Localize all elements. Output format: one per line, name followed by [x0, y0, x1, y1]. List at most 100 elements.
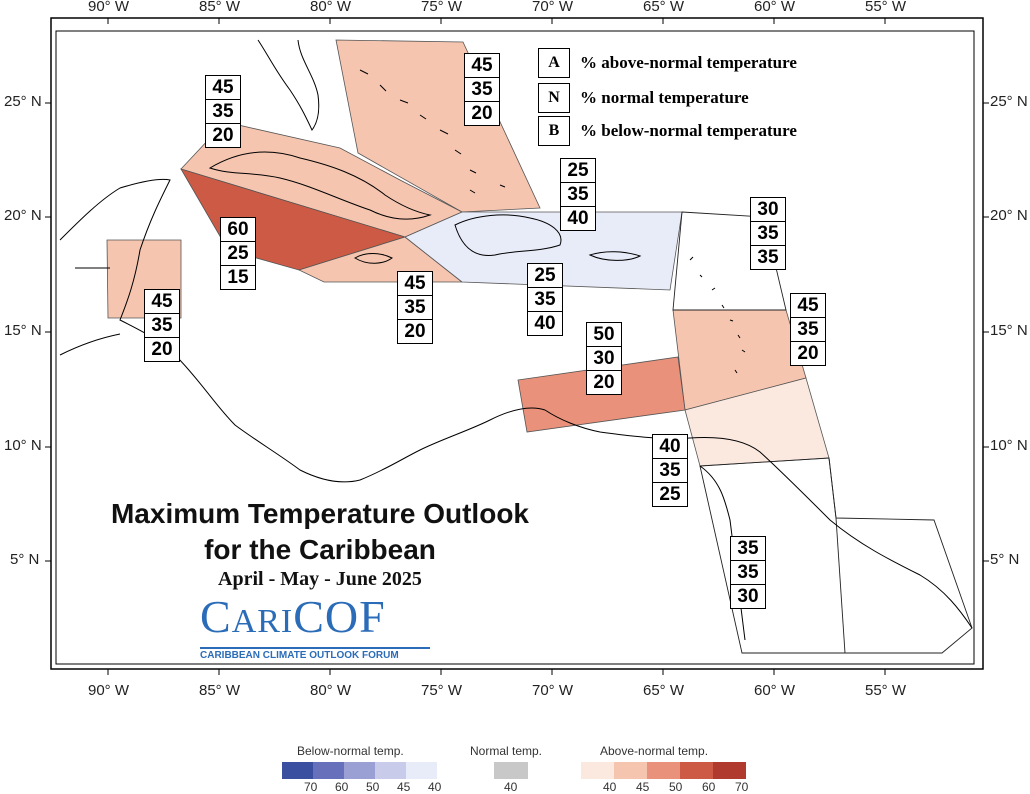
prob-below: 20	[151, 339, 173, 360]
prob-below: 20	[471, 103, 493, 124]
lon-label-bottom: 65° W	[643, 682, 685, 699]
prob-above: 45	[206, 76, 240, 100]
key-text: % normal temperature	[580, 88, 749, 107]
scale-swatch	[375, 762, 406, 779]
scale-swatch	[581, 762, 614, 779]
scale-swatch	[406, 762, 437, 779]
prob-below: 40	[534, 313, 556, 334]
scale-value: 40	[504, 780, 518, 794]
prob-box-guianas: 35 35 30	[730, 536, 766, 609]
lon-label-bottom: 55° W	[865, 682, 907, 699]
prob-box-trinidad: 40 35 25	[652, 434, 688, 507]
latitude-ticks	[45, 102, 989, 562]
prob-below: 40	[567, 208, 589, 229]
lon-label-top: 60° W	[754, 0, 796, 15]
lon-label-bottom: 75° W	[421, 682, 463, 699]
lat-label-right: 25° N	[990, 93, 1028, 110]
prob-below: 35	[757, 247, 779, 268]
scale-value: 70	[735, 780, 749, 794]
region-northern-leeward-outline	[672, 211, 787, 311]
lon-label-top: 80° W	[310, 0, 352, 15]
prob-box-belize: 45 35 20	[144, 289, 180, 362]
lat-label-right: 15° N	[990, 322, 1028, 339]
lon-label-top: 75° W	[421, 0, 463, 15]
prob-box-jamaica: 45 35 20	[397, 271, 433, 344]
prob-below: 30	[737, 586, 759, 607]
logo-rule	[200, 647, 430, 649]
prob-normal: 35	[145, 314, 179, 338]
key-letter: B	[538, 116, 570, 146]
lat-label-left: 25° N	[4, 93, 42, 110]
scale-value: 70	[304, 780, 318, 794]
prob-box-cuba: 45 35 20	[205, 75, 241, 148]
prob-below: 25	[659, 484, 681, 505]
prob-below: 20	[593, 372, 615, 393]
prob-above: 45	[465, 54, 499, 78]
lat-label-left: 10° N	[4, 437, 42, 454]
key-text: % below-normal temperature	[580, 121, 797, 140]
lat-label-left: 20° N	[4, 207, 42, 224]
scale-below-label: Below-normal temp.	[297, 744, 404, 758]
longitude-ticks	[107, 18, 886, 675]
scale-swatch	[313, 762, 344, 779]
scale-value: 45	[397, 780, 411, 794]
scale-swatch	[614, 762, 647, 779]
lon-label-top: 85° W	[199, 0, 241, 15]
prob-normal: 35	[465, 78, 499, 102]
prob-normal: 35	[206, 100, 240, 124]
lon-label-bottom: 80° W	[310, 682, 352, 699]
map-title-line2: for the Caribbean	[204, 534, 436, 565]
lon-label-bottom: 60° W	[754, 682, 796, 699]
prob-normal: 25	[221, 242, 255, 266]
lon-label-bottom: 70° W	[532, 682, 574, 699]
map-title-line1: Maximum Temperature Outlook	[60, 498, 580, 530]
prob-box-abc: 50 30 20	[586, 322, 622, 395]
scale-value: 45	[636, 780, 650, 794]
prob-below: 15	[227, 267, 249, 288]
prob-above: 60	[221, 218, 255, 242]
lat-label-right: 5° N	[990, 551, 1020, 568]
prob-below: 20	[404, 321, 426, 342]
scale-swatch	[680, 762, 713, 779]
key-row-below: B % below-normal temperature	[538, 116, 797, 146]
lon-label-bottom: 90° W	[88, 682, 130, 699]
prob-box-turks-caicos: 25 35 40	[560, 158, 596, 231]
prob-above: 40	[653, 435, 687, 459]
prob-normal: 35	[751, 222, 785, 246]
prob-box-windward: 45 35 20	[790, 293, 826, 366]
lat-label-left: 5° N	[10, 551, 40, 568]
lon-label-top: 70° W	[532, 0, 574, 15]
prob-above: 35	[731, 537, 765, 561]
scale-normal-label: Normal temp.	[470, 744, 543, 758]
scale-value: 60	[335, 780, 349, 794]
map-period: April - May - June 2025	[218, 568, 422, 590]
lat-label-left: 15° N	[4, 322, 42, 339]
logo-wordmark: CARICOF	[200, 591, 386, 642]
region-hispaniola	[404, 211, 683, 291]
key-row-above: A % above-normal temperature	[538, 48, 797, 78]
scale-above-label: Above-normal temp.	[600, 744, 709, 758]
prob-normal: 35	[528, 288, 562, 312]
prob-normal: 35	[398, 296, 432, 320]
prob-normal: 35	[561, 183, 595, 207]
prob-above: 25	[528, 264, 562, 288]
region-bahamas	[335, 39, 541, 213]
prob-box-hispaniola: 25 35 40	[527, 263, 563, 336]
prob-normal: 35	[731, 561, 765, 585]
scale-swatch	[713, 762, 746, 779]
prob-above: 50	[587, 323, 621, 347]
prob-above: 45	[398, 272, 432, 296]
scale-swatch	[282, 762, 313, 779]
scale-swatch	[344, 762, 375, 779]
caricof-logo: CARICOF CARIBBEAN CLIMATE OUTLOOK FORUM	[200, 594, 430, 661]
prob-above: 45	[145, 290, 179, 314]
scale-value: 50	[366, 780, 380, 794]
lat-label-right: 10° N	[990, 437, 1028, 454]
prob-normal: 30	[587, 347, 621, 371]
prob-above: 30	[751, 198, 785, 222]
scale-value: 60	[702, 780, 716, 794]
lon-label-bottom: 85° W	[199, 682, 241, 699]
lat-label-right: 20° N	[990, 207, 1028, 224]
lon-label-top: 65° W	[643, 0, 685, 15]
